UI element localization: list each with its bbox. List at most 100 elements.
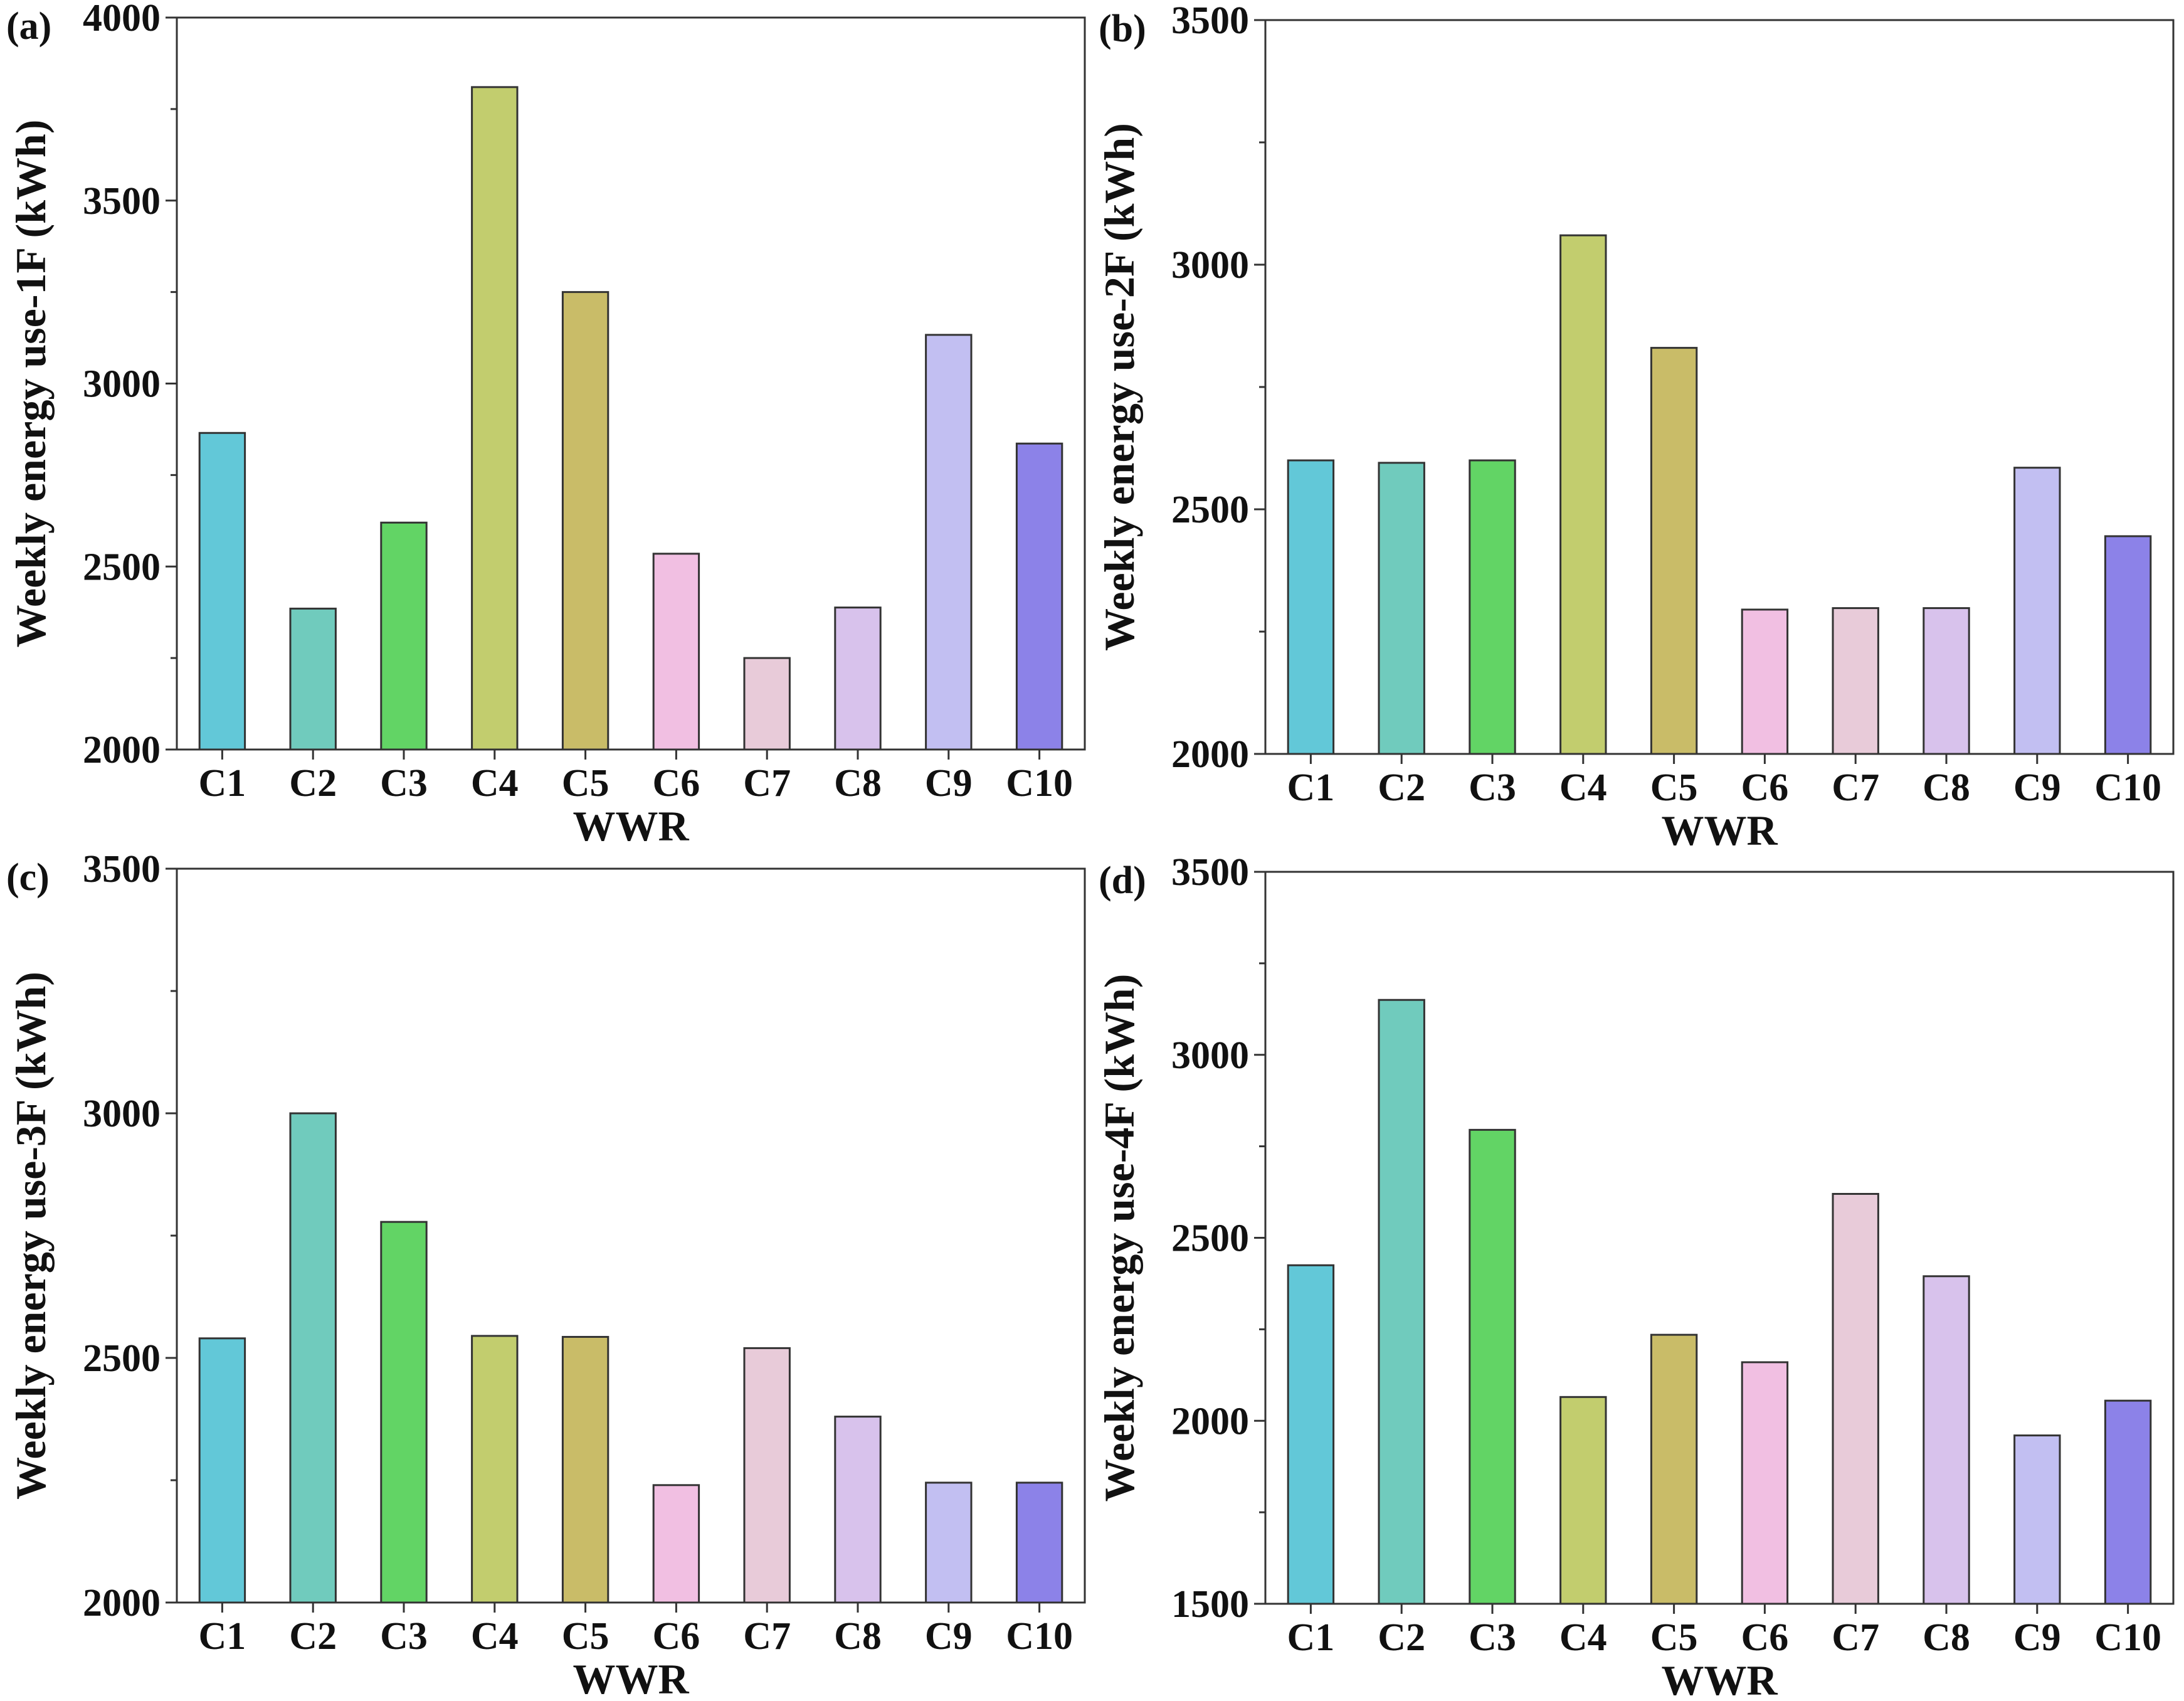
bar-c4	[471, 1335, 519, 1604]
bar-c10	[2104, 535, 2152, 755]
x-tick-label: C9	[2013, 766, 2061, 809]
x-tick-label: C10	[2094, 1616, 2161, 1659]
bar-c6	[652, 553, 700, 751]
chart-panel-b: 2000 2500 3000 3500 C1 C2 C3 C4 C5 C6 C7 C8 C9 C10 WWR…	[1095, 0, 2175, 854]
chart-panel-a: 2000 2500 3000 3500 4000 C1 C2 C3 C4 C5 C6 C7 C8 C9 C1…	[6, 0, 1086, 850]
x-tick-label: C5	[1650, 1616, 1698, 1659]
x-tick-label: C1	[199, 762, 246, 805]
bar-c1	[1287, 459, 1335, 755]
bar-c6	[652, 1484, 700, 1604]
y-tick-label: 2000	[1171, 1400, 1249, 1443]
bar-c5	[1650, 347, 1698, 755]
x-tick-label: C1	[1287, 766, 1335, 809]
bar-c1	[1287, 1264, 1335, 1605]
y-tick-label: 2500	[83, 1337, 161, 1380]
x-tick-label: C4	[471, 1615, 519, 1658]
x-tick-label: C7	[1832, 766, 1879, 809]
bar-c5	[561, 1335, 609, 1604]
x-tick-label: C7	[1832, 1616, 1879, 1659]
bar-c2	[1378, 999, 1425, 1605]
bar-c1	[198, 1337, 246, 1604]
x-tick-label: C4	[471, 762, 519, 805]
bar-c7	[743, 1347, 791, 1604]
bar-c9	[925, 1481, 973, 1604]
x-tick-label: C2	[289, 762, 337, 805]
panel-label: (d)	[1099, 859, 1146, 902]
x-tick-label: C10	[2094, 766, 2161, 809]
x-tick-label: C7	[743, 762, 791, 805]
x-tick-label: C3	[380, 762, 428, 805]
panel-label: (b)	[1099, 8, 1146, 50]
bar-c10	[2104, 1399, 2152, 1605]
x-tick-label: C6	[1741, 766, 1789, 809]
bar-c9	[2013, 1434, 2061, 1605]
y-tick-label: 2500	[83, 546, 161, 588]
x-axis-title: WWR	[572, 1655, 689, 1701]
x-tick-label: C6	[653, 1615, 700, 1658]
bar-c5	[561, 291, 609, 751]
bar-c8	[834, 607, 882, 751]
panel-label: (a)	[6, 5, 51, 48]
bar-c3	[1469, 459, 1516, 755]
y-tick-label: 3500	[1171, 851, 1249, 894]
y-axis-title: Weekly energy use-2F (kWh)	[1095, 123, 1143, 651]
x-tick-label: C5	[562, 762, 609, 805]
x-tick-label: C10	[1006, 762, 1073, 805]
bar-c4	[1559, 1396, 1607, 1605]
y-tick-label: 2000	[1171, 733, 1249, 776]
bar-c1	[198, 432, 246, 751]
y-tick-label: 3000	[83, 363, 161, 406]
bar-c6	[1741, 608, 1789, 755]
x-axis-title: WWR	[1661, 807, 1778, 854]
y-axis-title: Weekly energy use-3F (kWh)	[7, 972, 55, 1500]
chart-panel-c: 2000 2500 3000 3500 C1 C2 C3 C4 C5 C6 C7 C8 C9 C10 WWR…	[6, 848, 1086, 1701]
x-tick-label: C2	[1378, 1616, 1425, 1659]
x-tick-label: C6	[1741, 1616, 1789, 1659]
bar-c7	[1832, 607, 1879, 755]
x-tick-label: C8	[834, 1615, 882, 1658]
y-tick-label: 2000	[83, 729, 161, 771]
y-tick-label: 1500	[1171, 1583, 1249, 1626]
x-tick-label: C5	[1650, 766, 1698, 809]
chart-panel-d: 1500 2000 2500 3000 3500 C1 C2 C3 C4 C5 C6 C7 C8 C9 C1…	[1095, 851, 2175, 1701]
bar-c3	[1469, 1128, 1516, 1605]
bar-c2	[1378, 462, 1425, 755]
bar-c10	[1015, 442, 1063, 751]
bar-c6	[1741, 1361, 1789, 1605]
x-tick-label: C6	[653, 762, 700, 805]
y-tick-label: 3500	[1171, 0, 1249, 42]
bar-c4	[471, 86, 519, 751]
y-tick-label: 4000	[83, 0, 161, 40]
bar-c8	[1923, 1275, 1970, 1605]
y-tick-label: 2500	[1171, 1217, 1249, 1260]
y-tick-label: 2500	[1171, 489, 1249, 531]
bar-c5	[1650, 1333, 1698, 1605]
x-axis-title: WWR	[572, 802, 689, 850]
y-tick-label: 3000	[1171, 244, 1249, 287]
y-tick-label: 3000	[1171, 1034, 1249, 1077]
bar-c2	[289, 1112, 337, 1604]
x-tick-label: C9	[2013, 1616, 2061, 1659]
x-tick-label: C8	[834, 762, 882, 805]
bar-c9	[2013, 467, 2061, 755]
y-tick-label: 3000	[83, 1093, 161, 1135]
y-tick-label: 3500	[83, 180, 161, 223]
bar-c7	[1832, 1192, 1879, 1605]
x-tick-label: C9	[925, 1615, 973, 1658]
bar-c10	[1015, 1481, 1063, 1604]
x-tick-label: C8	[1923, 1616, 1970, 1659]
bar-c2	[289, 607, 337, 751]
x-axis-title: WWR	[1661, 1656, 1778, 1701]
x-tick-label: C10	[1006, 1615, 1073, 1658]
bar-c9	[925, 334, 973, 751]
x-tick-label: C5	[562, 1615, 609, 1658]
x-tick-label: C7	[743, 1615, 791, 1658]
bar-c3	[380, 521, 428, 751]
x-tick-label: C3	[1469, 1616, 1516, 1659]
bar-c4	[1559, 234, 1607, 755]
bar-c3	[380, 1221, 428, 1604]
x-tick-label: C9	[925, 762, 973, 805]
x-tick-label: C4	[1559, 1616, 1607, 1659]
x-tick-label: C1	[1287, 1616, 1335, 1659]
